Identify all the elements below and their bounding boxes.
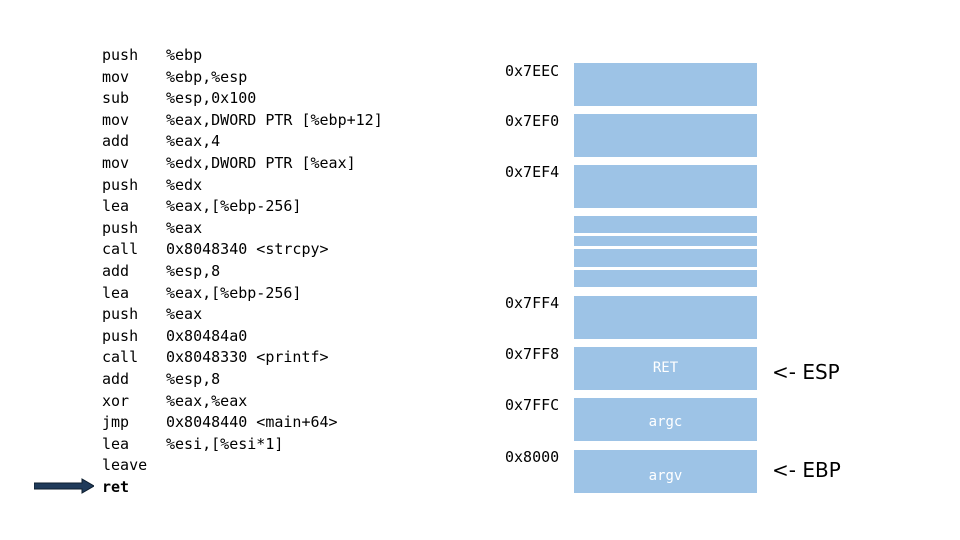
- operands: 0x8048440 <main+64>: [166, 413, 338, 432]
- code-line-current: ret: [102, 477, 383, 499]
- operands: %esp,0x100: [166, 89, 257, 108]
- stack-cell: [574, 236, 757, 246]
- stack-address: 0x7EEC: [505, 62, 560, 80]
- code-line: push 0x80484a0: [102, 326, 383, 348]
- opcode: lea: [102, 283, 130, 302]
- code-line: sub %esp,0x100: [102, 88, 383, 110]
- code-line: mov %ebp,%esp: [102, 67, 383, 89]
- stack-cell: [574, 63, 757, 106]
- code-line: call 0x8048330 <printf>: [102, 347, 383, 369]
- operands: %esp,8: [166, 369, 221, 388]
- code-line: lea %eax,[%ebp-256]: [102, 283, 383, 305]
- operands: %eax,[%ebp-256]: [166, 283, 302, 302]
- opcode: add: [102, 261, 130, 280]
- stack-address: 0x7FFC: [505, 396, 560, 414]
- operands: %esp,8: [166, 261, 221, 280]
- code-line: add %esp,8: [102, 369, 383, 391]
- opcode: ret: [102, 477, 130, 496]
- stack-address: 0x7FF8: [505, 345, 560, 363]
- stack-cell: [574, 216, 757, 233]
- opcode: lea: [102, 197, 130, 216]
- opcode: mov: [102, 67, 130, 86]
- opcode: mov: [102, 110, 130, 129]
- stack-cell: [574, 165, 757, 208]
- code-line: push %edx: [102, 175, 383, 197]
- stack-cell-argv: argv: [574, 450, 757, 493]
- code-line: leave: [102, 455, 383, 477]
- opcode: push: [102, 305, 139, 324]
- operands: %edx: [166, 175, 203, 194]
- operands: 0x80484a0: [166, 326, 248, 345]
- code-line: lea %eax,[%ebp-256]: [102, 196, 383, 218]
- stack-cell-argc: argc: [574, 398, 757, 441]
- code-line: push %eax: [102, 304, 383, 326]
- operands: 0x8048340 <strcpy>: [166, 240, 329, 259]
- code-line: add %esp,8: [102, 261, 383, 283]
- code-line: jmp 0x8048440 <main+64>: [102, 412, 383, 434]
- opcode: add: [102, 369, 130, 388]
- operands: %eax: [166, 218, 203, 237]
- operands: %edx,DWORD PTR [%eax]: [166, 153, 356, 172]
- operands: %ebp: [166, 46, 203, 64]
- current-instruction-arrow-icon: [34, 478, 94, 494]
- operands: %esi,[%esi*1]: [166, 434, 284, 453]
- code-line: push %ebp: [102, 45, 383, 67]
- opcode: xor: [102, 391, 130, 410]
- stack-cell-ret: RET: [574, 347, 757, 390]
- opcode: push: [102, 218, 139, 237]
- operands: 0x8048330 <printf>: [166, 348, 329, 367]
- opcode: leave: [102, 456, 148, 475]
- code-line: mov %edx,DWORD PTR [%eax]: [102, 153, 383, 175]
- stack-cell: [574, 249, 757, 267]
- opcode: add: [102, 132, 130, 151]
- operands: %eax,%eax: [166, 391, 248, 410]
- opcode: push: [102, 46, 139, 64]
- operands: %eax,4: [166, 132, 221, 151]
- operands: %eax,[%ebp-256]: [166, 197, 302, 216]
- stack-address: 0x8000: [505, 448, 560, 466]
- code-line: push %eax: [102, 218, 383, 240]
- stack-cell: [574, 270, 757, 287]
- assembly-listing: push %ebp mov %ebp,%esp sub %esp,0x100 mov%…: [102, 45, 383, 498]
- opcode: mov: [102, 153, 130, 172]
- operands: %eax: [166, 305, 203, 324]
- code-line: lea %esi,[%esi*1]: [102, 434, 383, 456]
- stack-cell: [574, 114, 757, 157]
- code-line: add %eax,4: [102, 131, 383, 153]
- code-line: mov %eax,DWORD PTR [%ebp+12]: [102, 110, 383, 132]
- opcode: jmp: [102, 413, 130, 432]
- stack-address: 0x7EF0: [505, 112, 560, 130]
- code-line: xor %eax,%eax: [102, 391, 383, 413]
- esp-pointer-label: <- ESP: [772, 360, 840, 384]
- opcode: push: [102, 326, 139, 345]
- ebp-pointer-label: <- EBP: [772, 458, 841, 482]
- opcode: push: [102, 175, 139, 194]
- code-line: call 0x8048340 <strcpy>: [102, 239, 383, 261]
- opcode: call: [102, 348, 139, 367]
- opcode: lea: [102, 434, 130, 453]
- stack-cell: [574, 296, 757, 339]
- stack-address: 0x7EF4: [505, 163, 560, 181]
- operands: %eax,DWORD PTR [%ebp+12]: [166, 110, 383, 129]
- opcode: sub: [102, 89, 130, 108]
- stack-address: 0x7FF4: [505, 294, 560, 312]
- opcode: call: [102, 240, 139, 259]
- operands: %ebp,%esp: [166, 67, 248, 86]
